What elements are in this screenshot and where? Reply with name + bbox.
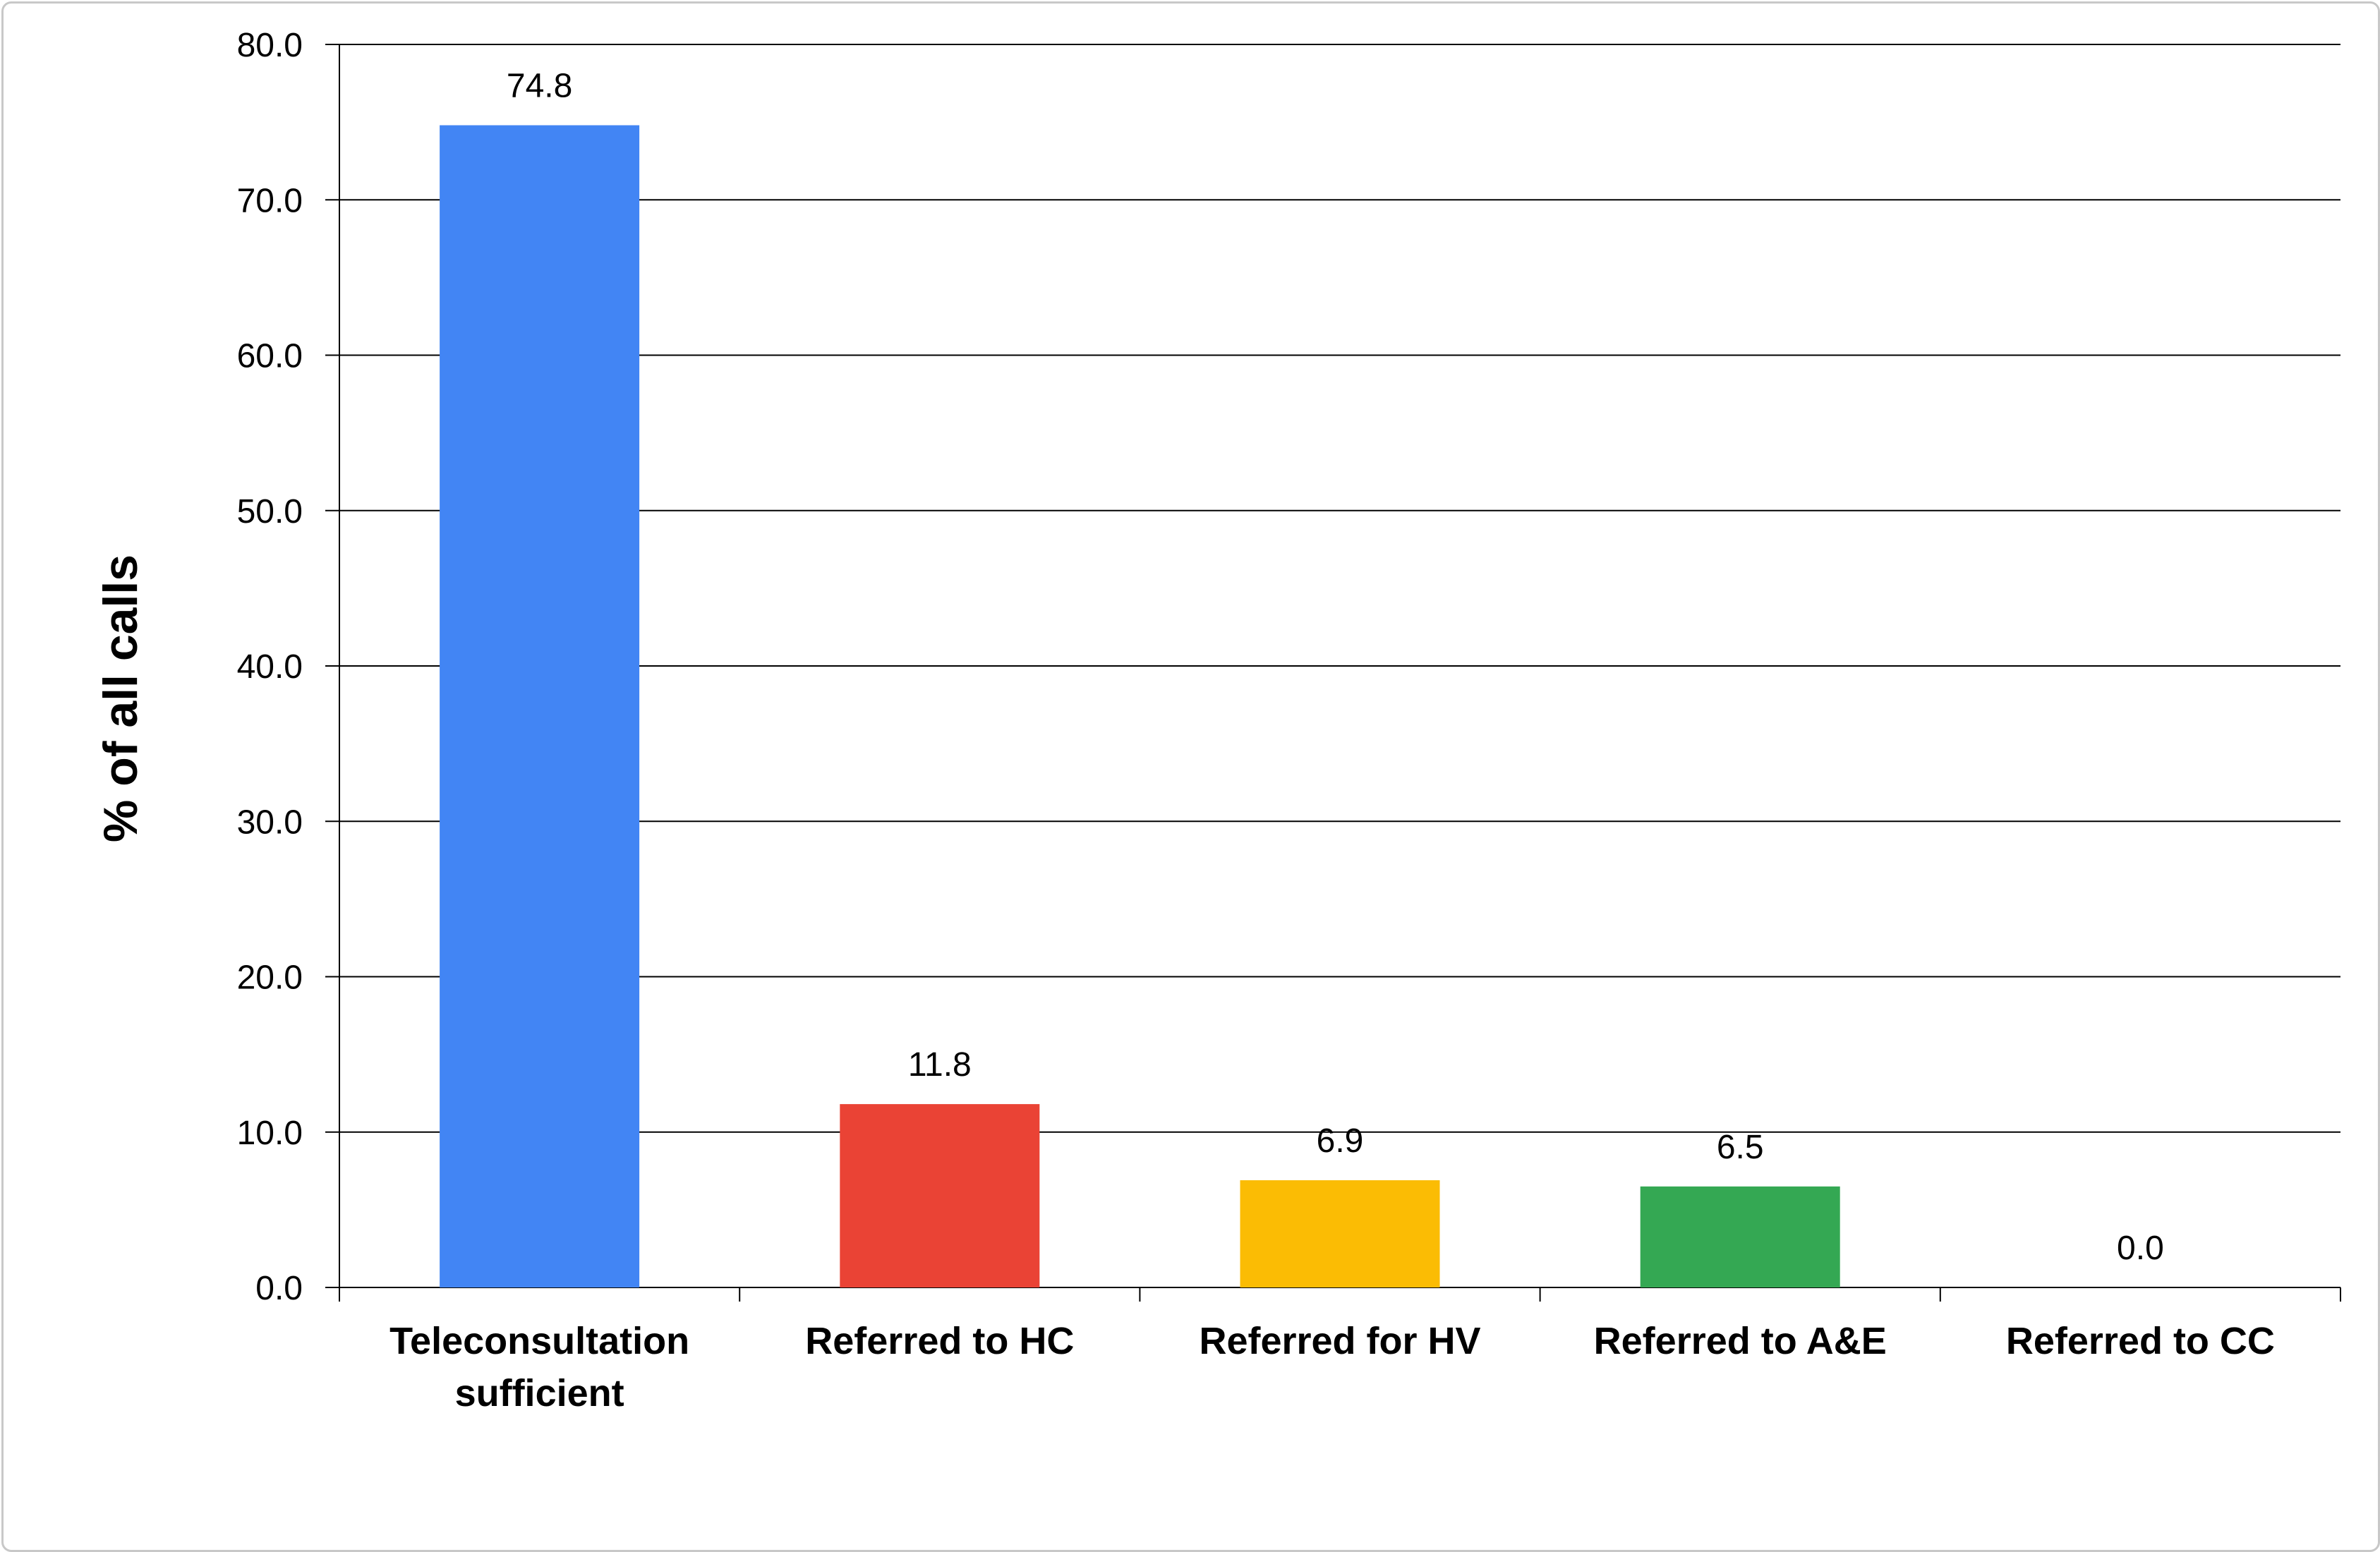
data-label: 0.0 — [2117, 1230, 2164, 1267]
data-label: 6.9 — [1317, 1122, 1364, 1160]
y-axis-label: % of all calls — [94, 554, 147, 842]
bar — [840, 1104, 1040, 1287]
y-tick-label: 40.0 — [237, 648, 303, 686]
data-labels: 74.8 11.8 6.9 6.5 0.0 — [507, 68, 2164, 1267]
data-label: 74.8 — [507, 68, 572, 105]
x-category-label: Teleconsultation sufficient — [389, 1320, 689, 1414]
bar — [1640, 1186, 1840, 1287]
data-label: 6.5 — [1717, 1129, 1764, 1166]
y-tick-labels: 0.0 10.0 20.0 30.0 40.0 50.0 60.0 70.0 80.0 — [237, 27, 303, 1307]
y-tick-label: 50.0 — [237, 493, 303, 531]
x-category-label: Referred for HV — [1199, 1320, 1480, 1362]
axes — [325, 44, 2341, 1302]
x-category-label: Referred to HC — [805, 1320, 1074, 1362]
y-tick-label: 10.0 — [237, 1115, 303, 1152]
y-tick-label: 60.0 — [237, 338, 303, 375]
y-tick-label: 70.0 — [237, 182, 303, 219]
y-tick-label: 20.0 — [237, 959, 303, 997]
bar — [440, 125, 640, 1287]
x-category-labels: Teleconsultation sufficient Referred to HC… — [389, 1320, 2275, 1414]
x-category-label: Referred to CC — [2006, 1320, 2275, 1362]
bars — [440, 125, 1840, 1287]
bar — [1240, 1180, 1440, 1287]
gridlines — [339, 44, 2340, 1288]
x-category-label: Referred to A&E — [1594, 1320, 1887, 1362]
y-tick-label: 0.0 — [255, 1270, 303, 1307]
y-tick-label: 80.0 — [237, 27, 303, 64]
data-label: 11.8 — [908, 1046, 972, 1084]
y-tick-label: 30.0 — [237, 804, 303, 841]
